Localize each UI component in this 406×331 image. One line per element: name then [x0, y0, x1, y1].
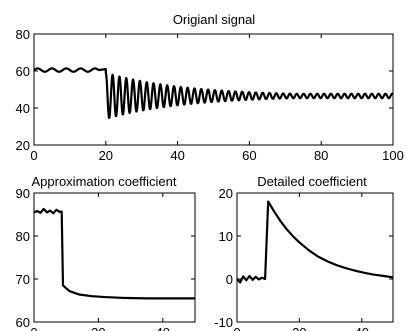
title-original-signal: Origianl signal — [173, 12, 255, 27]
x-tick-label: 40 — [355, 325, 369, 331]
y-tick-label: 60 — [16, 315, 30, 330]
x-tick-label: 0 — [30, 325, 37, 331]
title-approximation-coefficient: Approximation coefficient — [31, 174, 176, 189]
y-tick-label: 60 — [16, 64, 30, 79]
y-tick-label: 10 — [219, 229, 233, 244]
x-tick-label: 20 — [292, 325, 306, 331]
y-tick-label: -10 — [214, 315, 233, 330]
x-tick-label: 40 — [156, 325, 170, 331]
y-tick-label: 40 — [16, 101, 30, 116]
ticks-approximation-coefficient: 0 20 40 60 70 80 90 — [16, 186, 195, 331]
y-tick-label: 70 — [16, 272, 30, 287]
x-tick-label: 60 — [242, 148, 256, 163]
x-tick-label: 80 — [314, 148, 328, 163]
x-tick-label: 100 — [382, 148, 404, 163]
x-tick-label: 40 — [170, 148, 184, 163]
y-tick-label: 80 — [16, 27, 30, 42]
y-tick-label: 80 — [16, 229, 30, 244]
x-tick-label: 0 — [233, 325, 240, 331]
y-tick-label: 20 — [219, 186, 233, 201]
y-tick-label: 0 — [226, 272, 233, 287]
series-line-original-signal — [33, 67, 394, 119]
title-detailed-coefficient: Detailed coefficient — [257, 174, 367, 189]
x-tick-label: 0 — [30, 148, 37, 163]
axes-detailed-coefficient — [236, 192, 394, 323]
axes-approximation-coefficient — [33, 192, 196, 323]
panel-approximation-coefficient: Approximation coefficient 0 20 40 60 70 80 90 — [16, 174, 196, 331]
x-tick-label: 20 — [99, 148, 113, 163]
axes-original-signal — [33, 33, 394, 146]
series-line-approximation-coefficient — [33, 207, 195, 300]
x-tick-label: 20 — [91, 325, 105, 331]
y-tick-label: 90 — [16, 186, 30, 201]
series-line-detailed-coefficient — [236, 200, 394, 284]
y-tick-label: 20 — [16, 138, 30, 153]
